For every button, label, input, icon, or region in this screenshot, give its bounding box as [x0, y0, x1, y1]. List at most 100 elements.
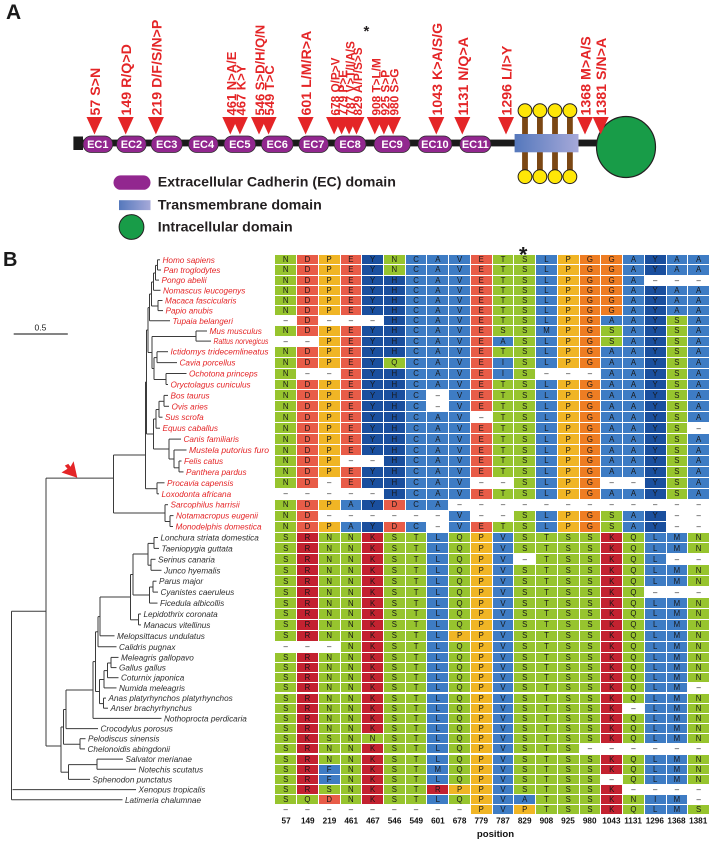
svg-text:1131 N/Q>A: 1131 N/Q>A	[456, 37, 472, 115]
svg-text:Ochotona princeps: Ochotona princeps	[189, 370, 258, 379]
svg-text:Crocodylus porosus: Crocodylus porosus	[101, 725, 173, 734]
svg-text:Salvator merianae: Salvator merianae	[126, 755, 193, 764]
svg-text:Notamacropus eugenii: Notamacropus eugenii	[176, 512, 258, 521]
svg-text:Cavia porcellus: Cavia porcellus	[180, 359, 236, 368]
svg-text:Sus scrofa: Sus scrofa	[165, 413, 204, 422]
svg-text:Bos taurus: Bos taurus	[171, 391, 210, 400]
svg-text:Lepidothrix coronata: Lepidothrix coronata	[144, 610, 219, 619]
svg-text:A: A	[6, 1, 21, 24]
svg-text:EC9: EC9	[381, 139, 402, 151]
svg-text:779: 779	[474, 817, 488, 826]
svg-text:Canis familiaris: Canis familiaris	[184, 435, 240, 444]
svg-text:1368: 1368	[667, 817, 686, 826]
svg-text:1131: 1131	[624, 817, 642, 826]
svg-text:1043 K>A/S/G: 1043 K>A/S/G	[430, 23, 446, 116]
svg-text:1296 L/I>Y: 1296 L/I>Y	[500, 45, 516, 115]
svg-text:Mus musculus: Mus musculus	[210, 327, 262, 336]
svg-text:779 P>E: 779 P>E	[336, 70, 350, 116]
svg-text:1381 S/N>A: 1381 S/N>A	[594, 38, 610, 116]
svg-text:Notechis scutatus: Notechis scutatus	[139, 765, 204, 774]
svg-text:Macaca fascicularis: Macaca fascicularis	[165, 297, 236, 306]
svg-text:Sphenodon punctatus: Sphenodon punctatus	[93, 775, 173, 784]
svg-text:Pan troglodytes: Pan troglodytes	[164, 266, 221, 275]
svg-text:Monodelphis domestica: Monodelphis domestica	[176, 523, 262, 532]
svg-text:Equus caballus: Equus caballus	[163, 424, 219, 433]
svg-text:549 T>C: 549 T>C	[262, 65, 277, 116]
svg-text:Nomascus leucogenys: Nomascus leucogenys	[163, 286, 245, 295]
svg-text:57 S>N: 57 S>N	[88, 68, 104, 116]
svg-text:546: 546	[388, 817, 402, 826]
svg-text:Lonchura striata domestica: Lonchura striata domestica	[161, 534, 260, 543]
svg-text:925 S>P: 925 S>P	[378, 70, 392, 116]
svg-text:Coturnix japonica: Coturnix japonica	[121, 674, 185, 683]
svg-text:Gallus gallus: Gallus gallus	[119, 664, 166, 673]
svg-text:position: position	[477, 829, 514, 840]
svg-text:787 V>T/I/A/S: 787 V>T/I/A/S	[344, 41, 358, 116]
svg-text:Procavia capensis: Procavia capensis	[167, 479, 233, 488]
svg-text:*: *	[519, 243, 528, 267]
svg-text:149 R/Q>D: 149 R/Q>D	[119, 44, 135, 115]
svg-text:Rattus norvegicus: Rattus norvegicus	[214, 337, 269, 346]
svg-text:678 Q/P>V: 678 Q/P>V	[329, 57, 343, 115]
svg-text:57: 57	[282, 817, 292, 826]
svg-text:EC7: EC7	[303, 139, 324, 151]
svg-text:EC6: EC6	[266, 139, 287, 151]
svg-text:0.5: 0.5	[35, 323, 47, 333]
svg-text:678: 678	[453, 817, 467, 826]
svg-text:Intracellular domain: Intracellular domain	[158, 219, 293, 235]
svg-text:Papio anubis: Papio anubis	[166, 307, 213, 316]
svg-text:925: 925	[561, 817, 575, 826]
svg-text:467: 467	[366, 817, 380, 826]
svg-text:Ictidomys tridecemlineatus: Ictidomys tridecemlineatus	[171, 348, 269, 357]
svg-text:Calidris pugnax: Calidris pugnax	[119, 643, 176, 652]
svg-text:EC2: EC2	[121, 139, 142, 151]
svg-text:EC10: EC10	[421, 139, 449, 151]
svg-text:Transmembrane domain: Transmembrane domain	[158, 198, 322, 214]
svg-text:Junco hyemalis: Junco hyemalis	[163, 566, 220, 575]
svg-text:Anas platyrhynchos platyrhynch: Anas platyrhynchos platyrhynchos	[108, 694, 233, 703]
svg-text:Anser brachyrhynchus: Anser brachyrhynchus	[110, 704, 192, 713]
svg-text:Parus major: Parus major	[159, 577, 203, 586]
svg-text:EC4: EC4	[193, 139, 215, 151]
svg-text:601: 601	[431, 817, 445, 826]
svg-text:461: 461	[344, 817, 358, 826]
svg-text:Cyanistes caeruleus: Cyanistes caeruleus	[161, 588, 235, 597]
svg-text:149: 149	[301, 817, 315, 826]
svg-text:Tupaia belangeri: Tupaia belangeri	[173, 317, 234, 326]
svg-text:980 S>G: 980 S>G	[388, 69, 402, 116]
svg-text:787: 787	[496, 817, 510, 826]
svg-text:Nothoprocta perdicaria: Nothoprocta perdicaria	[164, 714, 247, 723]
svg-text:601 L/M/R>A: 601 L/M/R>A	[299, 31, 315, 116]
svg-text:Latimeria chalumnae: Latimeria chalumnae	[125, 796, 201, 805]
svg-text:Loxodonta africana: Loxodonta africana	[162, 490, 232, 499]
svg-text:Homo sapiens: Homo sapiens	[163, 256, 215, 265]
svg-text:549: 549	[409, 817, 423, 826]
svg-text:546 S>D/H/Q/N: 546 S>D/H/Q/N	[253, 25, 268, 116]
svg-text:EC3: EC3	[156, 139, 177, 151]
svg-text:Sarcophilus harrisii: Sarcophilus harrisii	[171, 501, 240, 510]
svg-text:908 T>L/M: 908 T>L/M	[369, 58, 383, 116]
svg-text:EC11: EC11	[462, 139, 489, 151]
svg-text:219: 219	[323, 817, 337, 826]
svg-text:Pongo abelii: Pongo abelii	[162, 276, 207, 285]
svg-text:Extracellular Cadherin (EC) do: Extracellular Cadherin (EC) domain	[158, 175, 396, 191]
svg-text:Panthera pardus: Panthera pardus	[186, 468, 247, 477]
svg-text:219 D/F/S/N>P: 219 D/F/S/N>P	[149, 20, 165, 116]
svg-text:Xenopus tropicalis: Xenopus tropicalis	[138, 786, 206, 795]
svg-text:Melopsittacus undulatus: Melopsittacus undulatus	[117, 632, 205, 641]
svg-text:1043: 1043	[602, 817, 621, 826]
svg-text:980: 980	[583, 817, 597, 826]
svg-text:EC5: EC5	[229, 139, 250, 151]
svg-text:EC8: EC8	[339, 139, 360, 151]
svg-text:Chelonoidis abingdonii: Chelonoidis abingdonii	[88, 745, 171, 754]
svg-text:Serinus canaria: Serinus canaria	[158, 555, 215, 564]
svg-text:Pelodiscus sinensis: Pelodiscus sinensis	[88, 735, 159, 744]
svg-text:Manacus vitellinus: Manacus vitellinus	[144, 621, 211, 630]
svg-text:908: 908	[540, 817, 554, 826]
svg-text:1296: 1296	[646, 817, 665, 826]
svg-text:1368 M>A/S: 1368 M>A/S	[579, 36, 595, 115]
svg-text:Meleagris gallopavo: Meleagris gallopavo	[121, 653, 194, 662]
svg-text:EC1: EC1	[87, 139, 108, 151]
svg-text:467 K>Y: 467 K>Y	[233, 64, 248, 115]
svg-text:Ficedula albicollis: Ficedula albicollis	[160, 599, 224, 608]
